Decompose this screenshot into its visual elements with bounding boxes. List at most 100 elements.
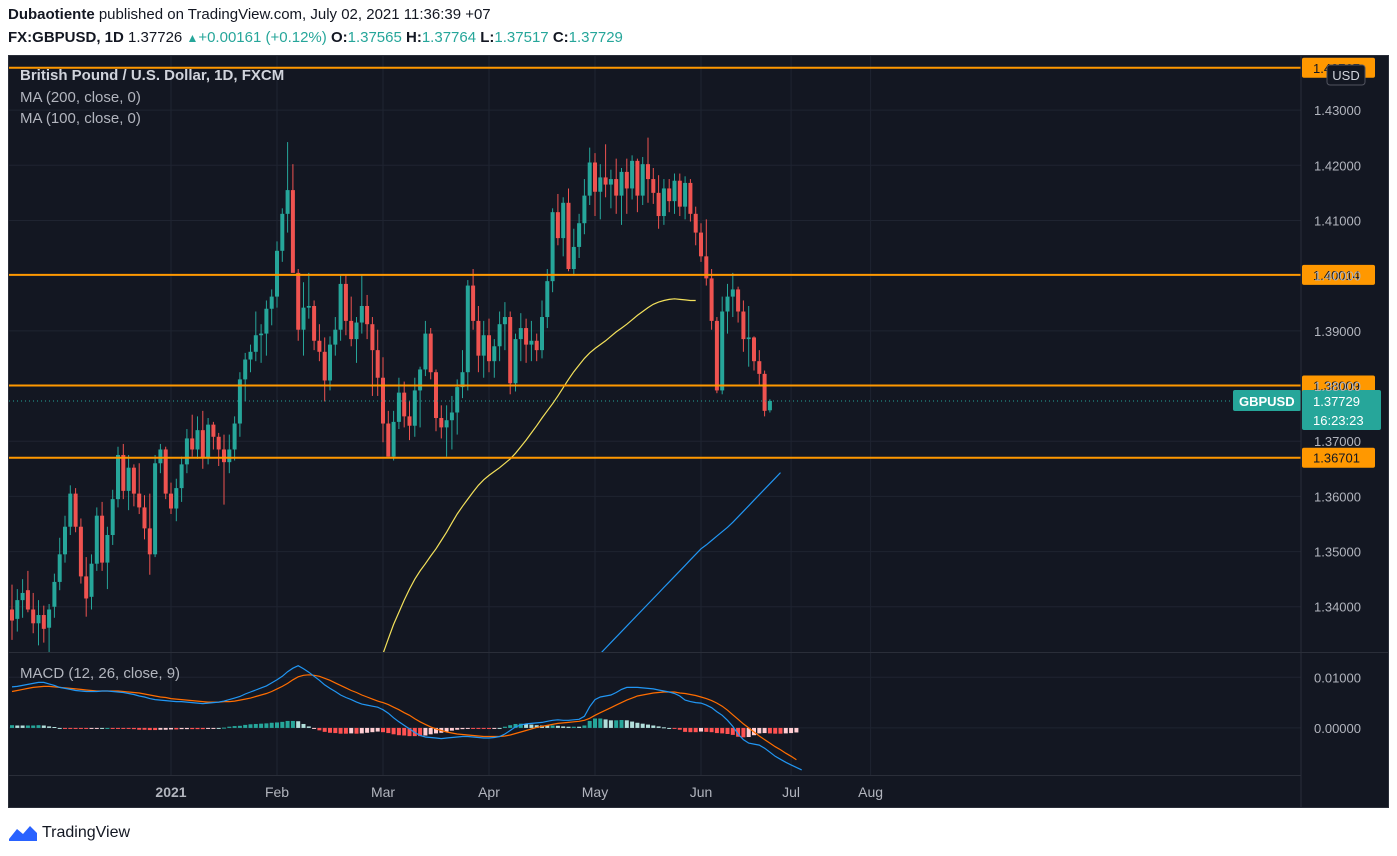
candle-body <box>84 576 89 599</box>
candle-body <box>598 177 603 192</box>
candle-body <box>534 340 539 351</box>
chart-frame[interactable] <box>8 55 1389 808</box>
candle-body <box>386 423 391 457</box>
macd-histogram-bar <box>545 725 550 728</box>
macd-histogram-bar <box>248 724 253 728</box>
macd-histogram-bar <box>651 725 656 728</box>
candle-body <box>121 454 126 491</box>
low-label: L: <box>480 29 495 46</box>
candle-body <box>661 188 666 217</box>
candle-body <box>630 160 635 189</box>
candle-body <box>78 526 83 577</box>
candle-body <box>322 351 327 381</box>
price-change: +0.00161 (+0.12%) <box>198 29 327 46</box>
ma100-line <box>382 298 696 652</box>
ma100-legend[interactable]: MA (100, close, 0) <box>20 110 141 127</box>
candle-body <box>672 180 677 202</box>
tradingview-brand: TradingView <box>42 824 131 841</box>
macd-histogram-bar <box>746 727 751 738</box>
macd-histogram-bar <box>566 726 571 728</box>
macd-histogram-bar <box>269 722 274 728</box>
candle-body <box>105 535 110 563</box>
candle-body <box>577 223 582 247</box>
macd-histogram-bar <box>184 727 189 730</box>
candle-body <box>693 213 698 233</box>
candle-body <box>508 317 513 384</box>
candle-body <box>174 488 179 509</box>
candle-body <box>640 164 645 196</box>
time-tick-label: Jun <box>690 784 713 800</box>
macd-histogram-bar <box>699 727 703 732</box>
macd-histogram-bar <box>232 726 237 728</box>
candle-body <box>651 179 656 193</box>
candle-body <box>736 289 741 312</box>
macd-histogram-bar <box>264 723 269 728</box>
macd-histogram-bar <box>492 727 497 729</box>
candle-body <box>301 307 306 330</box>
macd-histogram-bar <box>174 727 179 730</box>
ma200-legend[interactable]: MA (200, close, 0) <box>20 89 141 106</box>
macd-histogram-bar <box>402 727 407 736</box>
macd-legend[interactable]: MACD (12, 26, close, 9) <box>20 665 181 682</box>
candle-body <box>243 359 248 380</box>
macd-histogram-bar <box>667 727 672 729</box>
macd-histogram-bar <box>513 723 518 728</box>
macd-histogram-bar <box>471 727 476 729</box>
chart-title[interactable]: British Pound / U.S. Dollar, 1D, FXCM <box>20 67 285 84</box>
candle-body <box>725 296 730 312</box>
candle-body <box>720 311 725 391</box>
macd-histogram-bar <box>714 727 719 734</box>
symbol-label[interactable]: FX:GBPUSD, 1D <box>8 29 124 46</box>
macd-histogram-bar <box>487 727 491 729</box>
macd-histogram-bar <box>561 726 566 728</box>
candle-body <box>683 182 688 207</box>
publish-header: Dubaotiente published on TradingView.com… <box>8 6 491 23</box>
candle-body <box>402 392 407 417</box>
macd-histogram-bar <box>131 727 136 730</box>
candle-body <box>200 430 205 458</box>
candle-body <box>237 379 242 424</box>
candle-body <box>497 324 502 347</box>
candle-body <box>656 192 661 217</box>
close-label: C: <box>552 29 569 46</box>
candle-body <box>635 160 640 196</box>
countdown-label: 16:23:23 <box>1313 413 1364 428</box>
candle-body <box>31 609 36 624</box>
macd-histogram-bar <box>169 727 173 730</box>
macd-histogram-bar <box>78 727 83 729</box>
candle-body <box>52 581 57 607</box>
macd-histogram-bar <box>465 727 470 729</box>
macd-histogram-bar <box>328 727 332 733</box>
up-triangle-icon: ▲ <box>186 31 199 45</box>
candle-body <box>444 420 449 428</box>
macd-histogram-bar <box>677 727 682 730</box>
candle-body <box>370 324 375 351</box>
macd-histogram-bar <box>396 727 401 736</box>
macd-histogram-bar <box>301 723 306 728</box>
macd-histogram-bar <box>381 727 385 733</box>
candle-body <box>232 423 237 450</box>
candle-body <box>25 590 30 610</box>
macd-histogram-bar <box>444 727 449 732</box>
open-label: O: <box>330 29 348 46</box>
candle-body <box>269 296 274 309</box>
macd-histogram-bar <box>227 726 232 728</box>
candle-body <box>566 202 571 270</box>
candle-body <box>222 449 226 463</box>
author-name[interactable]: Dubaotiente <box>8 6 95 23</box>
candle-body <box>206 424 211 458</box>
symbol-tag-box <box>1233 389 1301 411</box>
macd-histogram-bar <box>41 725 46 728</box>
macd-histogram-bar <box>333 727 338 734</box>
candle-body <box>63 526 67 555</box>
macd-histogram-bar <box>275 722 279 728</box>
macd-histogram-bar <box>100 727 105 729</box>
time-tick-label: Feb <box>265 784 289 800</box>
candle-body <box>407 416 412 426</box>
macd-histogram-bar <box>216 727 221 729</box>
candle-body <box>36 615 41 624</box>
candle-body <box>449 412 454 421</box>
macd-histogram-bar <box>89 727 94 729</box>
macd-signal-line <box>11 674 797 761</box>
